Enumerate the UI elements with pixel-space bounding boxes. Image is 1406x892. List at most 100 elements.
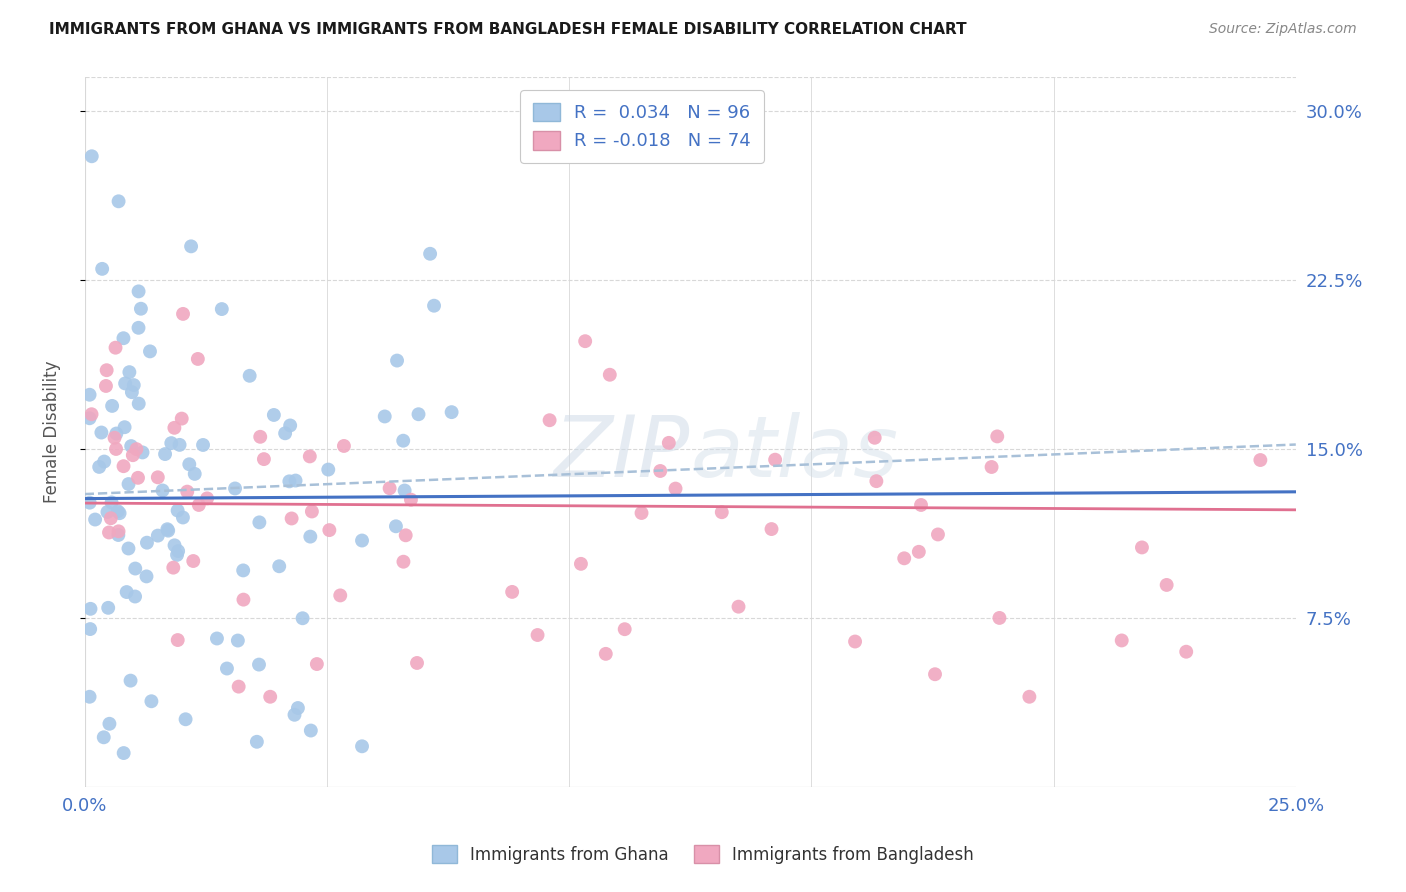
Point [763, 452, 786, 467]
Point [283, 707, 305, 722]
Point [160, 436, 183, 450]
Point [908, 545, 931, 559]
Legend: Immigrants from Ghana, Immigrants from Bangladesh: Immigrants from Ghana, Immigrants from B… [425, 838, 981, 871]
Point [318, 523, 340, 537]
Point [80, 407, 103, 421]
Point [169, 438, 191, 452]
Point [224, 482, 246, 496]
Point [284, 474, 307, 488]
Point [166, 633, 188, 648]
Point [280, 511, 302, 525]
Point [166, 548, 188, 562]
Point [79, 602, 101, 616]
Point [844, 634, 866, 648]
Point [108, 506, 131, 520]
Point [1130, 541, 1153, 555]
Point [419, 247, 441, 261]
Point [440, 405, 463, 419]
Point [1175, 645, 1198, 659]
Point [135, 569, 157, 583]
Point [112, 331, 135, 345]
Point [162, 560, 184, 574]
Point [101, 399, 124, 413]
Point [374, 409, 396, 424]
Point [107, 504, 129, 518]
Point [128, 397, 150, 411]
Point [114, 420, 136, 434]
Point [253, 452, 276, 467]
Point [408, 407, 430, 421]
Point [183, 467, 205, 481]
Point [79, 411, 101, 425]
Point [93, 454, 115, 468]
Point [226, 633, 249, 648]
Point [988, 611, 1011, 625]
Point [89, 459, 111, 474]
Point [115, 585, 138, 599]
Legend: R =  0.034   N = 96, R = -0.018   N = 74: R = 0.034 N = 96, R = -0.018 N = 74 [520, 90, 763, 163]
Point [893, 551, 915, 566]
Point [710, 505, 733, 519]
Point [79, 388, 101, 402]
Point [120, 673, 142, 688]
Point [118, 365, 141, 379]
Point [301, 504, 323, 518]
Point [146, 470, 169, 484]
Point [395, 528, 418, 542]
Point [96, 363, 118, 377]
Point [166, 503, 188, 517]
Point [613, 622, 636, 636]
Point [259, 690, 281, 704]
Point [247, 657, 270, 672]
Point [927, 527, 949, 541]
Point [1249, 453, 1271, 467]
Text: IMMIGRANTS FROM GHANA VS IMMIGRANTS FROM BANGLADESH FEMALE DISABILITY CORRELATIO: IMMIGRANTS FROM GHANA VS IMMIGRANTS FROM… [49, 22, 967, 37]
Point [139, 344, 162, 359]
Point [392, 434, 415, 448]
Point [117, 541, 139, 556]
Point [333, 439, 356, 453]
Point [211, 301, 233, 316]
Text: Source: ZipAtlas.com: Source: ZipAtlas.com [1209, 22, 1357, 37]
Point [146, 528, 169, 542]
Point [187, 498, 209, 512]
Point [152, 483, 174, 498]
Point [122, 378, 145, 392]
Point [205, 632, 228, 646]
Point [247, 516, 270, 530]
Point [94, 379, 117, 393]
Point [127, 471, 149, 485]
Point [157, 524, 180, 538]
Point [93, 731, 115, 745]
Point [103, 431, 125, 445]
Point [98, 525, 121, 540]
Point [180, 239, 202, 253]
Point [195, 491, 218, 506]
Point [269, 559, 291, 574]
Point [910, 498, 932, 512]
Point [91, 261, 114, 276]
Point [128, 320, 150, 334]
Point [316, 462, 339, 476]
Point [215, 661, 238, 675]
Point [658, 435, 681, 450]
Point [167, 544, 190, 558]
Text: ZIP: ZIP [554, 412, 690, 495]
Point [112, 746, 135, 760]
Point [423, 299, 446, 313]
Point [107, 194, 129, 209]
Point [278, 475, 301, 489]
Point [761, 522, 783, 536]
Point [90, 425, 112, 440]
Point [305, 657, 328, 671]
Point [399, 492, 422, 507]
Point [120, 439, 142, 453]
Point [274, 426, 297, 441]
Point [174, 712, 197, 726]
Point [246, 735, 269, 749]
Point [181, 554, 204, 568]
Point [112, 459, 135, 474]
Point [924, 667, 946, 681]
Point [727, 599, 749, 614]
Point [385, 353, 408, 368]
